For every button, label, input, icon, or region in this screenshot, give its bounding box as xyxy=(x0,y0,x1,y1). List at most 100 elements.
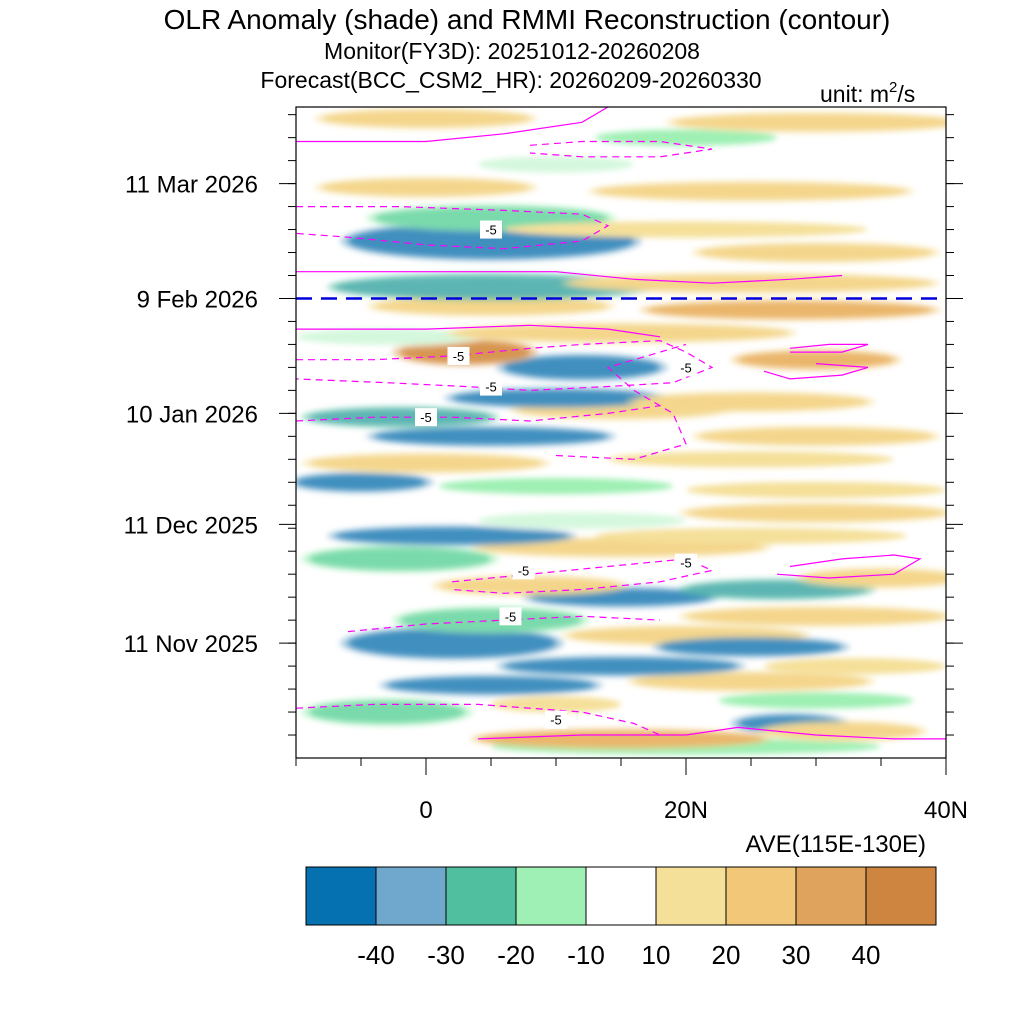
rmmi-contour xyxy=(296,703,661,736)
rmmi-contour xyxy=(296,271,843,284)
colorbar-label: -20 xyxy=(497,940,535,970)
anomaly-patch-halo xyxy=(444,321,798,345)
y-tick-label: 9 Feb 2026 xyxy=(137,286,258,313)
colorbar-label: 30 xyxy=(782,940,811,970)
x-axis xyxy=(295,758,947,775)
colorbar-swatch xyxy=(725,866,797,926)
contour-labels: -5 -5 -5 -5 -5 -5 -5 -5 -5 xyxy=(415,220,697,729)
anomaly-patch-halo xyxy=(392,605,590,635)
rmmi-contour xyxy=(529,140,713,158)
contour-label-bg xyxy=(480,377,502,396)
chart-title: OLR Anomaly (shade) and RMMI Reconstruct… xyxy=(164,4,891,35)
rmmi-contour xyxy=(296,107,609,143)
x-axis-label: AVE(115E-130E) xyxy=(745,831,926,858)
colorbar-swatch xyxy=(655,866,727,926)
colorbar-label: -40 xyxy=(357,940,395,970)
rmmi-contour xyxy=(451,558,714,594)
y-tick-labels: 11 Nov 2025 11 Dec 2025 10 Jan 2026 9 Feb 2… xyxy=(124,172,258,659)
unit-label: unit: m2/s xyxy=(820,79,915,107)
contour-label: -5 xyxy=(550,713,562,728)
anomaly-patch xyxy=(718,692,914,709)
rmmi-contour xyxy=(477,726,946,740)
contour-label: -5 xyxy=(485,380,497,395)
anomaly-patch xyxy=(595,527,907,545)
x-tick-labels: 0 20N 40N xyxy=(419,797,968,824)
colorbar-swatch xyxy=(305,866,377,926)
contour-label: -5 xyxy=(680,360,692,375)
contour-label-bg xyxy=(447,346,470,365)
x-tick-label: 40N xyxy=(924,797,968,824)
colorbar-swatch xyxy=(515,866,587,926)
y-tick-label: 11 Mar 2026 xyxy=(125,172,258,199)
anomaly-patch-halo xyxy=(496,353,668,382)
contour-label: -5 xyxy=(485,223,497,238)
contour-label-bg xyxy=(499,607,522,626)
colorbar-swatch xyxy=(865,866,937,926)
rmmi-contour xyxy=(776,554,922,579)
colorbar-labels: -40 -30 -20 -10 10 20 30 40 xyxy=(357,940,880,970)
anomaly-patch-halo xyxy=(678,605,946,628)
contour-label: -5 xyxy=(680,556,692,571)
anomaly-patch-halo xyxy=(470,153,642,176)
anomaly-patch-halo xyxy=(665,111,946,134)
anomaly-patch-halo xyxy=(626,670,876,693)
anomaly-patch-halo xyxy=(470,727,772,750)
anomaly-patch xyxy=(504,221,868,238)
colorbar-swatch xyxy=(375,866,447,926)
anomaly-shading xyxy=(296,107,946,755)
y-tick-label: 10 Jan 2026 xyxy=(126,401,258,428)
colorbar-label: 10 xyxy=(642,940,671,970)
rmmi-contour xyxy=(296,206,610,250)
y-axis xyxy=(279,114,963,736)
anomaly-patch-halo xyxy=(314,107,538,130)
anomaly-patch-halo xyxy=(327,524,577,548)
colorbar-swatch xyxy=(795,866,867,926)
colorbar-label: -30 xyxy=(427,940,465,970)
colorbar-swatch xyxy=(585,866,657,926)
anomaly-patch-halo xyxy=(366,425,616,448)
contour-label: -5 xyxy=(420,410,432,425)
anomaly-patch-halo xyxy=(678,501,946,525)
anomaly-patch-halo xyxy=(301,452,551,475)
anomaly-patch-halo xyxy=(340,625,564,661)
anomaly-patch-halo xyxy=(314,176,538,199)
contour-label-bg xyxy=(415,408,437,427)
chart-subtitle-forecast: Forecast(BCC_CSM2_HR): 20260209-20260330 xyxy=(260,67,761,93)
colorbar-swatch xyxy=(445,866,517,926)
anomaly-patch-halo xyxy=(639,298,941,322)
anomaly-patch-halo xyxy=(301,697,473,727)
anomaly-patch-halo xyxy=(652,635,850,659)
anomaly-patch-halo xyxy=(470,509,694,532)
rmmi-contour xyxy=(296,405,661,422)
anomaly-patch-halo xyxy=(296,325,486,348)
anomaly-patch-halo xyxy=(296,471,434,494)
contour-label: -5 xyxy=(505,609,517,624)
anomaly-patch-halo xyxy=(496,654,746,678)
y-tick-label: 11 Nov 2025 xyxy=(124,631,258,658)
rmmi-contour xyxy=(763,363,869,380)
anomaly-patch xyxy=(491,696,621,713)
colorbar-label: -10 xyxy=(567,940,605,970)
contour-label-bg xyxy=(480,220,502,239)
anomaly-patch-halo xyxy=(561,272,941,295)
contour-label-bg xyxy=(545,710,567,729)
colorbar xyxy=(305,866,937,926)
anomaly-patch-halo xyxy=(301,406,499,429)
x-tick-label: 20N xyxy=(664,797,708,824)
anomaly-patch xyxy=(686,481,946,499)
contour-label: -5 xyxy=(453,349,465,364)
anomaly-patch-halo xyxy=(366,295,616,318)
anomaly-patch-halo xyxy=(626,390,876,413)
rmmi-contour xyxy=(296,324,661,338)
anomaly-patch-halo xyxy=(756,720,928,743)
anomaly-patch-halo xyxy=(301,544,499,574)
plot-area xyxy=(296,107,946,758)
anomaly-patch-halo xyxy=(379,674,603,697)
rmmi-contour xyxy=(789,343,869,353)
anomaly-patch xyxy=(608,451,894,468)
contour-label-bg xyxy=(512,561,535,580)
anomaly-patch xyxy=(764,657,946,675)
colorbar-label: 20 xyxy=(712,940,741,970)
contour-label-bg xyxy=(675,358,697,377)
